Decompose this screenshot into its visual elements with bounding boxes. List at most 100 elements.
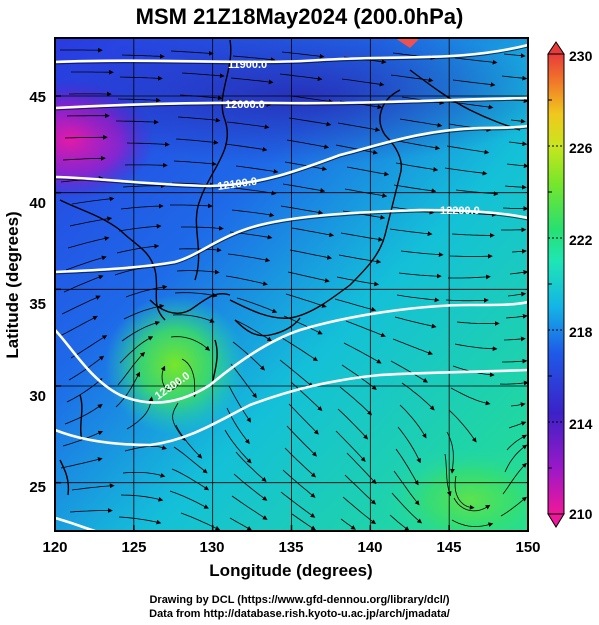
streamline xyxy=(395,448,419,486)
streamline xyxy=(396,294,440,303)
streamline xyxy=(224,429,252,464)
streamline xyxy=(232,55,276,63)
streamline xyxy=(234,319,273,342)
streamline xyxy=(70,335,108,359)
streamline xyxy=(282,469,316,498)
x-tick-labels: 120 125 130 135 140 145 150 xyxy=(42,539,540,556)
streamline xyxy=(280,491,316,518)
map-title: MSM 21Z18May2024 (200.0hPa) xyxy=(135,4,464,29)
streamline xyxy=(175,424,203,459)
streamline xyxy=(121,53,165,59)
streamline xyxy=(446,431,455,474)
colorbar-label-218: 218 xyxy=(569,324,593,340)
streamline xyxy=(231,495,268,520)
streamline xyxy=(346,452,377,485)
x-tick-120: 120 xyxy=(42,539,67,556)
streamline xyxy=(444,453,452,497)
streamline xyxy=(502,358,528,364)
streamline xyxy=(291,513,316,531)
streamline xyxy=(60,457,103,469)
colorbar-label-214: 214 xyxy=(569,416,593,432)
streamline xyxy=(503,336,526,342)
y-tick-25: 25 xyxy=(29,479,46,496)
streamline xyxy=(346,166,390,177)
streamline xyxy=(450,387,491,406)
streamline xyxy=(286,139,330,150)
streamline xyxy=(64,134,108,140)
streamline xyxy=(66,378,103,403)
streamline xyxy=(175,138,219,145)
axis-ticks xyxy=(54,95,529,531)
streamline xyxy=(172,314,215,323)
contour-label-11900: 11900.0 xyxy=(228,59,267,71)
streamline xyxy=(171,468,210,491)
streamline xyxy=(160,365,181,391)
colorbar-label-230: 230 xyxy=(569,48,593,64)
streamline xyxy=(445,297,489,303)
streamline xyxy=(61,295,101,315)
streamline xyxy=(122,472,166,478)
streamline xyxy=(342,496,377,525)
streamline xyxy=(284,447,316,478)
streamline xyxy=(65,255,107,271)
streamline xyxy=(124,445,167,452)
streamline xyxy=(181,72,225,79)
streamline xyxy=(503,53,526,59)
streamline xyxy=(170,50,214,56)
warm-region xyxy=(105,295,245,435)
streamline xyxy=(227,253,271,263)
streamline xyxy=(120,494,164,502)
height-contours xyxy=(55,43,528,531)
streamline xyxy=(400,250,444,257)
x-tick-130: 130 xyxy=(199,539,224,556)
streamline xyxy=(337,408,369,440)
streamline xyxy=(69,216,113,227)
streamline xyxy=(279,359,313,388)
streamline xyxy=(230,77,274,85)
streamline xyxy=(505,313,528,319)
credit-line-drawing: Drawing by DCL (https://www.gfd-dennou.o… xyxy=(149,594,450,606)
streamline xyxy=(179,94,223,101)
streamline xyxy=(281,51,325,59)
streamline xyxy=(335,430,366,462)
streamline xyxy=(64,403,103,425)
streamline xyxy=(394,316,437,329)
streamline xyxy=(390,74,434,83)
streamline xyxy=(118,223,162,232)
streamline xyxy=(125,284,168,298)
streamline xyxy=(228,385,252,423)
streamline xyxy=(393,184,437,194)
streamline xyxy=(121,320,160,342)
streamline xyxy=(508,421,527,429)
colorbar-top-arrow xyxy=(547,41,565,55)
x-axis-title: Longitude (degrees) xyxy=(209,561,372,580)
streamline xyxy=(230,363,257,399)
streamline xyxy=(119,336,154,364)
streamline xyxy=(341,78,385,87)
streamline xyxy=(281,337,318,362)
streamline xyxy=(499,380,528,386)
streamline xyxy=(235,165,279,174)
streamline xyxy=(448,274,491,280)
streamline xyxy=(229,517,252,531)
streamline xyxy=(336,276,380,287)
streamline xyxy=(399,404,427,439)
streamline xyxy=(337,122,381,132)
streamline xyxy=(287,271,330,283)
streamline xyxy=(338,254,382,264)
y-tick-labels: 25 30 35 40 45 xyxy=(29,89,46,496)
streamline xyxy=(508,141,528,147)
streamline xyxy=(339,386,372,416)
colorbar-bottom-arrow xyxy=(547,513,565,528)
streamline xyxy=(289,249,332,260)
streamline xyxy=(283,315,323,335)
streamline xyxy=(398,272,442,279)
streamline xyxy=(453,497,491,512)
streamline xyxy=(178,247,222,253)
streamline xyxy=(173,160,217,167)
streamline xyxy=(170,203,213,209)
colorbar: 230 226 222 218 214 210 xyxy=(547,41,593,528)
warm-spot xyxy=(395,38,420,48)
streamline xyxy=(393,470,420,506)
